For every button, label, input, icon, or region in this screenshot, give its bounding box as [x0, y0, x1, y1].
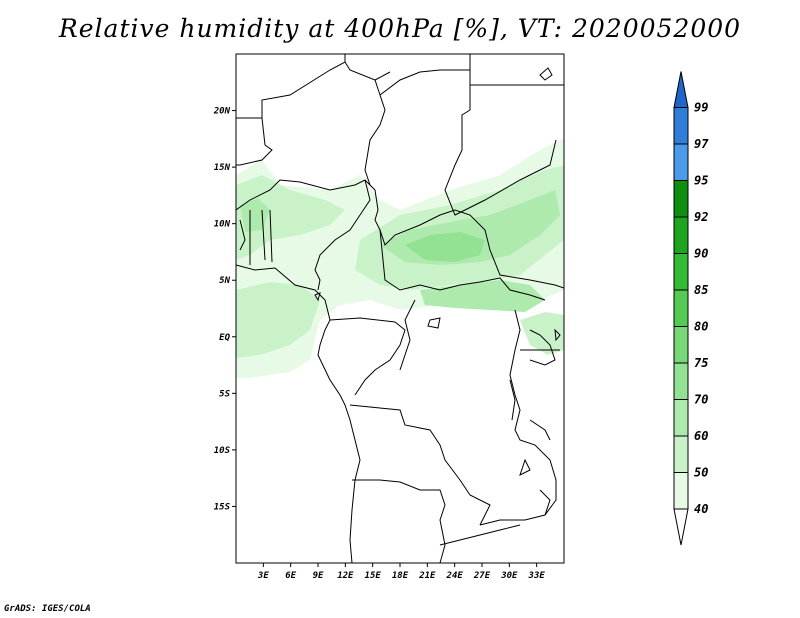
colorbar-upper-triangle	[673, 71, 689, 108]
colorbar-label: 75	[694, 356, 708, 370]
lon-tick-label: 33E	[528, 571, 546, 581]
colorbar-label: 60	[694, 429, 708, 443]
lat-tick-label: 10S	[214, 446, 231, 456]
colorbar-segment	[673, 107, 689, 145]
lat-tick-label: 15S	[214, 502, 231, 512]
humidity-region-lake	[520, 312, 564, 355]
colorbar-label: 95	[694, 174, 708, 188]
humidity-region-coast	[236, 282, 320, 358]
lat-tick-label: 5S	[219, 389, 230, 399]
humidity-region-core	[405, 232, 485, 262]
lat-tick-label: 20N	[213, 107, 231, 117]
colorbar-segment	[673, 143, 689, 181]
lon-tick-label: 15E	[365, 571, 382, 581]
lat-tick-label: EQ	[219, 333, 230, 343]
map-title: Relative humidity at 400hPa [%], VT: 202…	[58, 14, 742, 43]
colorbar-segment	[673, 253, 689, 291]
lat-tick-label: 15N	[214, 163, 231, 173]
lon-tick-label: 3E	[257, 571, 269, 581]
latitude-ticks: 20N 15N 10N 5N EQ 5S 10S 15S	[213, 107, 236, 512]
lon-tick-label: 21E	[418, 571, 436, 581]
lon-tick-label: 9E	[313, 571, 324, 581]
colorbar-label: 85	[694, 283, 708, 297]
lon-tick-label: 6E	[285, 571, 296, 581]
lat-tick-label: 5N	[219, 276, 230, 286]
lat-tick-label: 10N	[214, 220, 231, 230]
colorbar-segment	[673, 435, 689, 473]
colorbar-label: 70	[694, 393, 708, 407]
colorbar-label: 92	[694, 210, 708, 224]
colorbar-label: 50	[694, 466, 708, 480]
colorbar-segment	[673, 326, 689, 364]
colorbar-label: 90	[694, 247, 708, 261]
lon-tick-label: 27E	[473, 571, 491, 581]
colorbar-label: 40	[694, 502, 708, 516]
humidity-region-east	[420, 280, 545, 312]
colorbar-segment	[673, 399, 689, 437]
lon-tick-label: 18E	[392, 571, 409, 581]
colorbar-lower-triangle	[673, 508, 689, 546]
colorbar-segment	[673, 216, 689, 254]
longitude-ticks: 3E 6E 9E 12E 15E 18E 21E 24E 27E 30E 33E	[257, 563, 545, 581]
lon-tick-label: 12E	[337, 571, 354, 581]
colorbar-label: 80	[694, 320, 708, 334]
colorbar-label: 99	[694, 101, 708, 115]
lon-tick-label: 30E	[500, 571, 518, 581]
colorbar-segment	[673, 472, 689, 510]
lon-tick-label: 24E	[446, 571, 464, 581]
colorbar-segment	[673, 289, 689, 327]
colorbar: 40 50 60 70 75 80 85 90 92 95 97 99	[673, 71, 709, 546]
colorbar-segment	[673, 180, 689, 218]
credit-label: GrADS: IGES/COLA	[4, 604, 91, 614]
country-borders	[236, 54, 564, 563]
colorbar-segment	[673, 362, 689, 400]
humidity-field	[236, 138, 564, 378]
colorbar-label: 97	[694, 137, 709, 151]
